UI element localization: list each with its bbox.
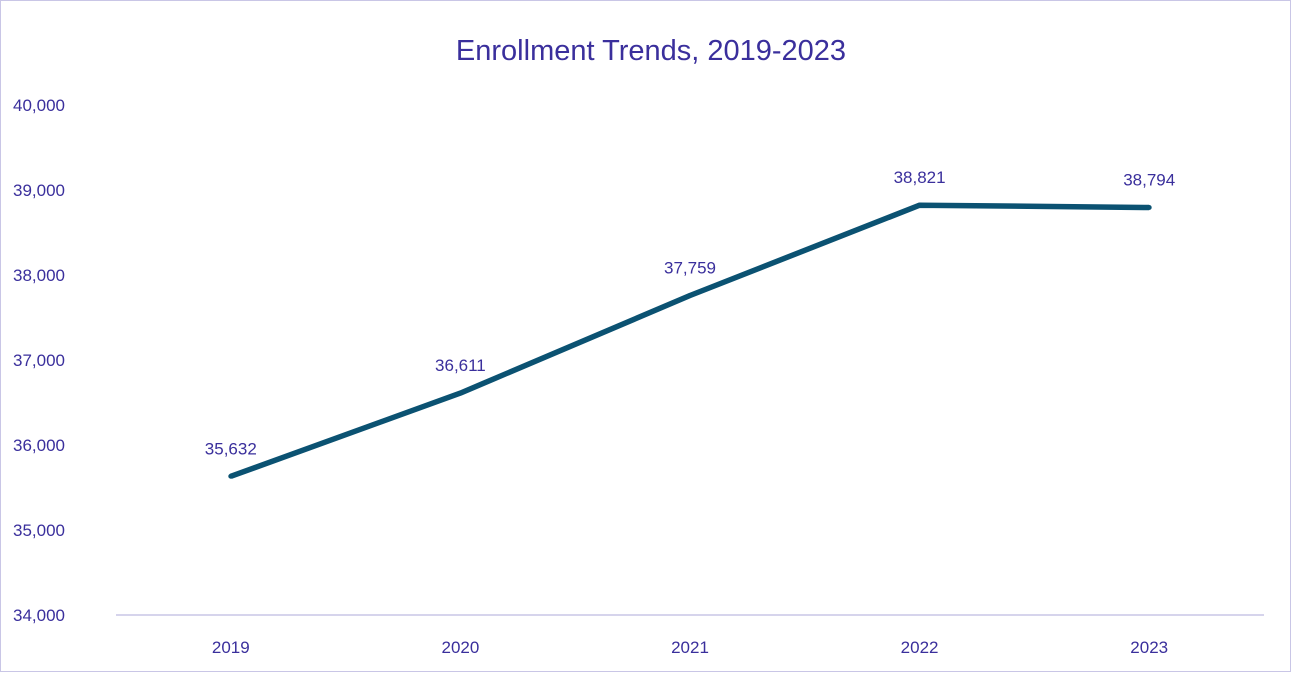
y-tick-label: 39,000	[13, 181, 65, 200]
data-point	[917, 202, 923, 208]
y-tick-label: 36,000	[13, 436, 65, 455]
x-tick-label: 2019	[212, 638, 250, 657]
y-tick-label: 37,000	[13, 351, 65, 370]
x-tick-label: 2022	[901, 638, 939, 657]
series-line	[229, 202, 1150, 479]
x-tick-label: 2021	[671, 638, 709, 657]
data-label: 37,759	[664, 258, 716, 277]
data-point	[228, 473, 234, 479]
data-labels: 35,632 36,611 37,759 38,821 38,794	[205, 168, 1175, 458]
y-tick-label: 35,000	[13, 521, 65, 540]
data-label: 38,794	[1123, 171, 1175, 190]
data-label: 36,611	[435, 356, 486, 375]
series-group	[228, 202, 1152, 479]
x-axis: 2019 2020 2021 2022 2023	[116, 614, 1264, 657]
data-point	[1146, 205, 1152, 211]
chart-title: Enrollment Trends, 2019-2023	[456, 35, 846, 67]
y-tick-label: 38,000	[13, 266, 65, 285]
y-axis: 34,000 35,000 36,000 37,000 38,000 39,000 40,0…	[13, 96, 65, 625]
data-label: 38,821	[894, 168, 946, 187]
y-tick-label: 40,000	[13, 96, 65, 115]
x-tick-label: 2020	[441, 638, 479, 657]
data-point	[687, 292, 693, 298]
x-tick-label: 2023	[1130, 638, 1168, 657]
y-tick-label: 34,000	[13, 606, 65, 625]
data-label: 35,632	[205, 439, 257, 458]
data-point	[457, 390, 463, 396]
